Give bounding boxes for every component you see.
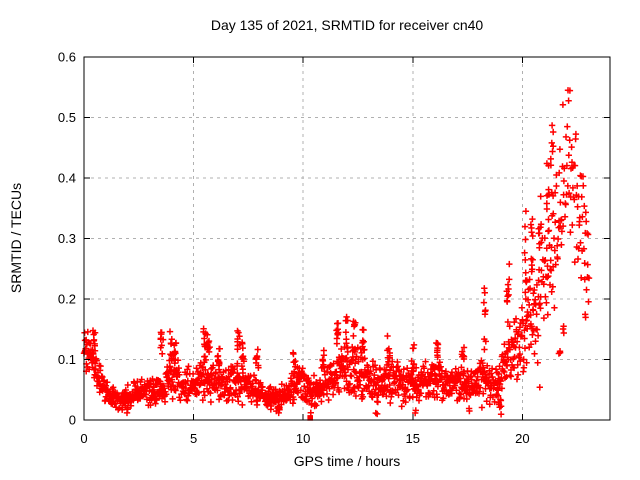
- tick-labels: 0 5 10 15 20 0 0.1 0.2 0.3 0.4 0.5 0.6: [58, 50, 530, 447]
- x-tick-label: 20: [515, 431, 529, 446]
- y-tick-label: 0.5: [58, 110, 76, 125]
- scatter-markers: [80, 87, 593, 418]
- y-tick-label: 0.3: [58, 231, 76, 246]
- data-points: [80, 87, 593, 421]
- zero-value-marker: [307, 415, 313, 421]
- plot-border: [83, 56, 611, 421]
- x-tick-label: 0: [80, 431, 87, 446]
- y-tick-label: 0: [69, 413, 76, 428]
- y-axis-title: SRMTID / TECUs: [8, 183, 24, 293]
- x-tick-label: 15: [406, 431, 420, 446]
- y-tick-label: 0.2: [58, 292, 76, 307]
- x-axis-title: GPS time / hours: [294, 453, 401, 469]
- y-tick-label: 0.6: [58, 50, 76, 65]
- x-tick-label: 10: [296, 431, 310, 446]
- x-tick-label: 5: [190, 431, 197, 446]
- y-tick-label: 0.4: [58, 171, 76, 186]
- chart-title: Day 135 of 2021, SRMTID for receiver cn4…: [211, 17, 484, 33]
- y-tick-label: 0.1: [58, 352, 76, 367]
